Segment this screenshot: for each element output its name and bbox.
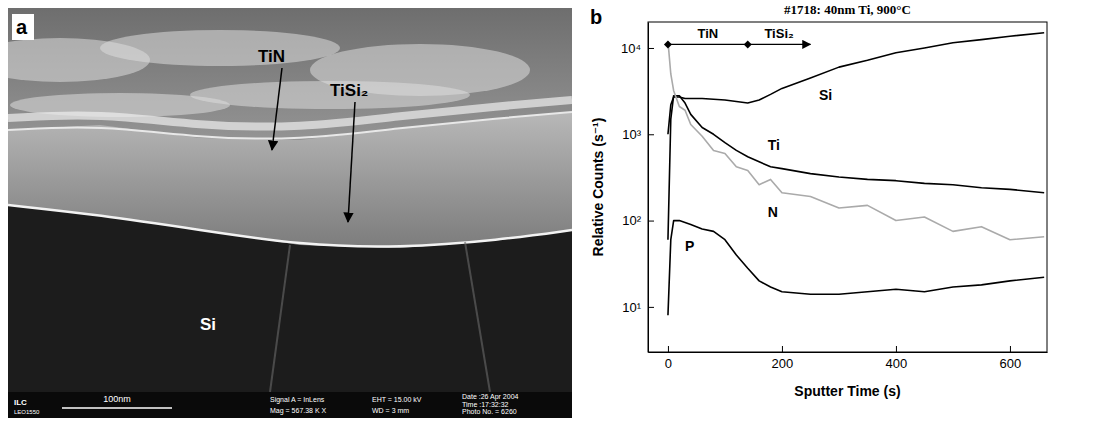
tick-label: 10² [622,213,641,228]
figure: aTiNTiSi₂SiILCLEO1550100nmSignal A = InL… [0,0,1107,430]
series-line [668,221,1044,316]
y-axis: 10¹ 10² 10³ 10⁴ [621,23,654,353]
layer-label: TiN [258,47,285,66]
sem-labels: a TiN TiSi₂ Si ILC LEO1550 100nm Signal A = InL… [12,14,519,415]
tick-mark [648,48,654,49]
si-substrate [8,205,572,418]
tick: 10⁴ [621,41,654,56]
layer-label: Si [200,315,216,334]
tick-mark [782,346,783,352]
tick-label: 0 [665,356,672,371]
info-text: WD = 3 mm [372,407,409,414]
tick: 0 [665,346,672,371]
instrument: LEO1550 [14,409,40,415]
info-text: Photo No. = 6260 [462,408,517,415]
tick-label: 10³ [622,127,641,142]
tick-mark [648,221,654,222]
series-label: Si [819,87,832,103]
scale-bar [62,407,172,409]
region-marker [744,40,752,48]
tick: 10¹ [622,300,654,315]
info-text: Time :17:32:32 [462,401,509,408]
panel-letter: b [590,6,602,28]
crystal-streak [465,242,490,392]
region-bracket [668,44,748,45]
tick-label: 400 [886,356,908,371]
series-label: P [685,238,694,254]
tick-mark [668,346,669,352]
label-arrow [272,68,282,150]
series-line [668,96,1044,240]
layer-label: TiSi₂ [330,81,368,100]
interface-line [8,205,572,246]
series-label: N [768,204,778,220]
y-axis-title: Relative Counts (s⁻¹) [590,118,606,257]
crystal-streak [270,245,290,392]
data-lines [668,33,1044,315]
surface-texture [190,81,470,109]
region-label: TiSi₂ [764,26,794,41]
series-label: Ti [768,137,780,153]
info-bar [8,392,572,418]
tick-mark [648,134,654,135]
scale-bar-label: 100nm [103,394,131,404]
surface-texture [100,30,340,66]
tick-label: 200 [772,356,794,371]
tin-film [8,112,572,139]
axis-line [649,352,1048,353]
tick-mark [648,307,654,308]
tick: 10³ [622,127,654,142]
region-marker [664,40,672,48]
tick-label: 10¹ [622,300,641,315]
plot-frame [648,22,1047,352]
tick-label: 600 [1000,356,1022,371]
letter-patch [12,14,34,40]
regions: TiN TiSi₂ [664,26,811,48]
x-axis-title: Sputter Time (s) [794,383,900,399]
info-text: Mag = 567.38 K X [270,407,327,415]
tick-mark [896,346,897,352]
chart-title: #1718: 40nm Ti, 900°C [784,2,911,17]
series-line [668,33,1044,134]
panel-letter: a [16,16,28,38]
tick: 200 [772,346,794,371]
tick: 10² [622,213,654,228]
tick: 400 [886,346,908,371]
label-arrow [348,102,355,222]
info-text: Signal A = InLens [270,396,325,404]
axis-line [648,23,649,353]
info-text: EHT = 15.00 kV [372,396,422,403]
logo: ILC [14,398,27,407]
tick: 600 [1000,346,1022,371]
tick-label: 10⁴ [621,41,641,56]
region-bracket [748,44,811,45]
x-axis: 0 200 400 600 [649,346,1048,371]
region-label: TiN [697,26,718,41]
series-line [668,41,1044,240]
chart: 0 200 400 600 10¹ 10² 10³ 10⁴ Sputter Time (s) Re… [590,2,1048,399]
sem-image [8,8,572,418]
tick-mark [1010,346,1011,352]
